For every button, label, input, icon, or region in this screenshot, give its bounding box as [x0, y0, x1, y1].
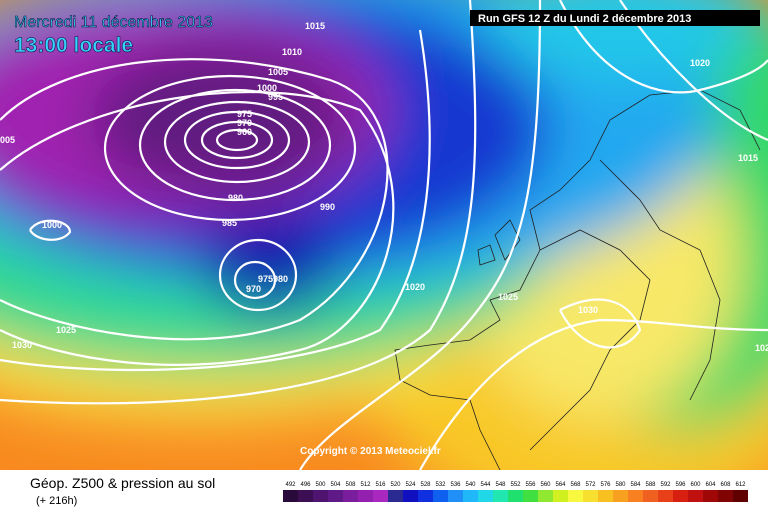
legend-value: 552: [510, 482, 521, 488]
legend-swatch: [463, 490, 478, 502]
isobar-label: 980: [228, 193, 243, 203]
isobar-label: 990: [320, 202, 335, 212]
isobar-label: 975980: [258, 274, 288, 284]
legend-swatch: [493, 490, 508, 502]
legend-swatch: [373, 490, 388, 502]
legend-value: 560: [540, 482, 551, 488]
isobar-label: 1000: [257, 83, 277, 93]
legend-swatch: [508, 490, 523, 502]
legend-swatch: [328, 490, 343, 502]
legend-value: 536: [450, 482, 461, 488]
legend-value: 500: [315, 482, 326, 488]
legend-value: 572: [585, 482, 596, 488]
legend-swatch: [628, 490, 643, 502]
legend-swatch: [343, 490, 358, 502]
isobar-label: 975: [237, 109, 252, 119]
footer-lead: (+ 216h): [36, 495, 77, 507]
legend-swatch: [733, 490, 748, 502]
legend-swatch: [598, 490, 613, 502]
forecast-time: 13:00 locale: [14, 34, 133, 57]
isobar-label: 995: [268, 92, 283, 102]
legend-value: 532: [435, 482, 446, 488]
legend-value: 600: [690, 482, 701, 488]
isobar-label: 1020: [690, 58, 710, 68]
legend-value: 584: [630, 482, 641, 488]
legend-swatch: [688, 490, 703, 502]
legend-value: 604: [705, 482, 716, 488]
legend-swatch: [448, 490, 463, 502]
legend-swatch: [538, 490, 553, 502]
isobar-label: 1030: [12, 340, 32, 350]
isobars: [0, 0, 768, 470]
isobar-label: 1005: [268, 67, 288, 77]
legend-swatch: [388, 490, 403, 502]
legend-value: 612: [735, 482, 746, 488]
legend-swatch: [703, 490, 718, 502]
footer-title: Géop. Z500 & pression au sol: [30, 475, 215, 491]
copyright: Copyright © 2013 Meteociel.fr: [300, 446, 441, 457]
isobar-label: 970: [246, 284, 261, 294]
legend-value: 524: [405, 482, 416, 488]
run-banner: [470, 10, 760, 26]
legend-value: 568: [570, 482, 581, 488]
legend-swatch: [358, 490, 373, 502]
legend-value: 588: [645, 482, 656, 488]
isobar-label: 1025: [498, 292, 518, 302]
legend-value: 540: [465, 482, 476, 488]
legend-value: 512: [360, 482, 371, 488]
isobar-label: 1015: [738, 153, 758, 163]
legend-swatch: [583, 490, 598, 502]
legend-swatch: [283, 490, 298, 502]
legend-value: 548: [495, 482, 506, 488]
legend-swatch: [643, 490, 658, 502]
legend-value: 556: [525, 482, 536, 488]
legend-swatch: [403, 490, 418, 502]
legend-value: 580: [615, 482, 626, 488]
legend-swatch: [568, 490, 583, 502]
legend-value: 520: [390, 482, 401, 488]
legend-swatch: [673, 490, 688, 502]
legend-value: 508: [345, 482, 356, 488]
isobar-label: 1020: [405, 282, 425, 292]
isobar-label: 102: [755, 343, 768, 353]
isobar-label: 1030: [578, 305, 598, 315]
legend-value: 528: [420, 482, 431, 488]
legend-swatch: [553, 490, 568, 502]
legend-value: 496: [300, 482, 311, 488]
isobar-label: 1000: [42, 220, 62, 230]
legend-value: 592: [660, 482, 671, 488]
legend-value: 608: [720, 482, 731, 488]
run-info: Run GFS 12 Z du Lundi 2 décembre 2013: [478, 13, 691, 25]
coastlines: [394, 89, 761, 470]
legend-swatch: [478, 490, 493, 502]
legend-value: 596: [675, 482, 686, 488]
legend-value: 564: [555, 482, 566, 488]
forecast-date: Mercredi 11 décembre 2013: [14, 14, 213, 31]
legend-swatch: [433, 490, 448, 502]
isobar-label: 1025: [56, 325, 76, 335]
legend-value: 544: [480, 482, 491, 488]
legend-swatch: [523, 490, 538, 502]
legend-value: 516: [375, 482, 386, 488]
legend-swatch: [658, 490, 673, 502]
legend-swatch: [613, 490, 628, 502]
isobar-label: 970: [237, 118, 252, 128]
legend-swatch: [298, 490, 313, 502]
legend-swatch: [313, 490, 328, 502]
legend-swatch: [718, 490, 733, 502]
legend-value: 504: [330, 482, 341, 488]
legend-swatch: [418, 490, 433, 502]
isobar-label: 960: [237, 127, 252, 137]
legend: 492 496 500 504 508 512 516 520 524 528 532 536 540 5…: [283, 482, 748, 502]
isobar-label: 1015: [305, 21, 325, 31]
isobar-labels: 1015101010051000995975970960005980985990…: [0, 21, 768, 353]
legend-value: 492: [285, 482, 296, 488]
isobar-label: 985: [222, 218, 237, 228]
isobar-label: 1010: [282, 47, 302, 57]
isobar-label: 005: [0, 135, 15, 145]
legend-value: 576: [600, 482, 611, 488]
